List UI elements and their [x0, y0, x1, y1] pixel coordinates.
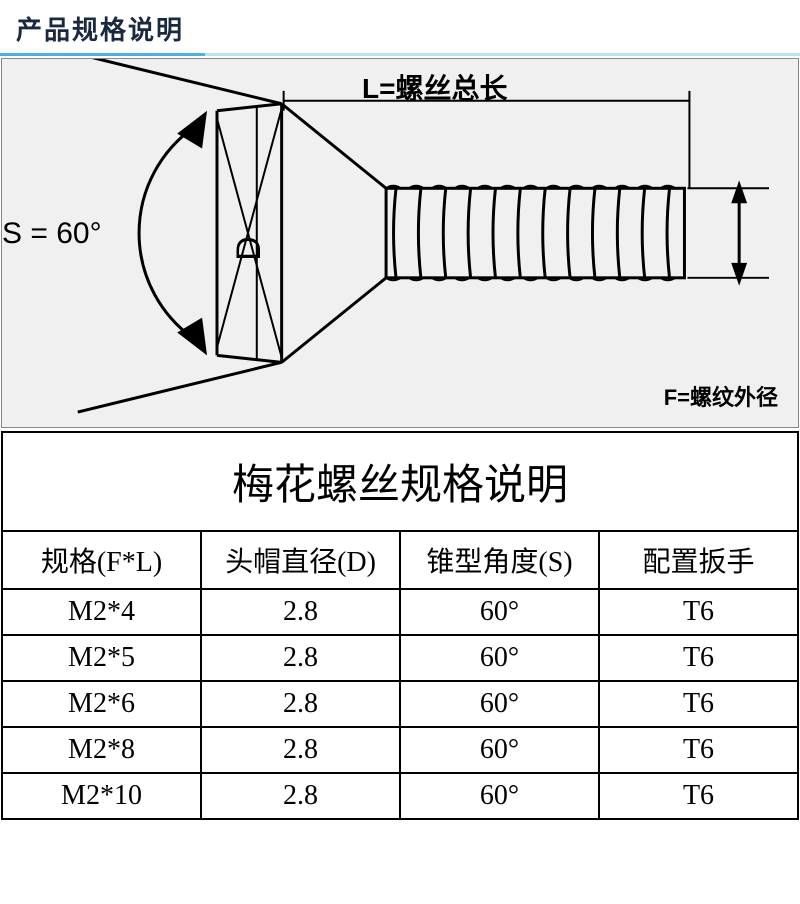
table-row: M2*8 2.8 60° T6 [2, 727, 798, 773]
cell-angle: 60° [400, 635, 599, 681]
label-length-l: L=螺丝总长 [362, 67, 507, 107]
screw-diagram: S = 60° D L=螺丝总长 F=螺纹外径 [1, 58, 799, 428]
cell-diameter: 2.8 [201, 773, 400, 819]
cell-wrench: T6 [599, 727, 798, 773]
cell-wrench: T6 [599, 635, 798, 681]
cell-spec: M2*5 [2, 635, 201, 681]
col-header-diameter: 头帽直径(D) [201, 531, 400, 589]
cell-spec: M2*4 [2, 589, 201, 635]
label-diameter-d: D [230, 236, 269, 261]
cell-angle: 60° [400, 773, 599, 819]
cell-spec: M2*8 [2, 727, 201, 773]
cell-spec: M2*10 [2, 773, 201, 819]
cell-diameter: 2.8 [201, 589, 400, 635]
col-header-wrench: 配置扳手 [599, 531, 798, 589]
table-title: 梅花螺丝规格说明 [2, 432, 798, 531]
cell-diameter: 2.8 [201, 727, 400, 773]
col-header-angle: 锥型角度(S) [400, 531, 599, 589]
cell-angle: 60° [400, 681, 599, 727]
table-row: M2*5 2.8 60° T6 [2, 635, 798, 681]
screw-diagram-svg [2, 59, 798, 427]
cell-diameter: 2.8 [201, 635, 400, 681]
table-row: M2*10 2.8 60° T6 [2, 773, 798, 819]
cell-angle: 60° [400, 727, 599, 773]
cell-angle: 60° [400, 589, 599, 635]
page-title: 产品规格说明 [0, 0, 800, 53]
cell-diameter: 2.8 [201, 681, 400, 727]
table-header-row: 规格(F*L) 头帽直径(D) 锥型角度(S) 配置扳手 [2, 531, 798, 589]
label-thread-f: F=螺纹外径 [664, 380, 778, 412]
title-underline [0, 53, 800, 56]
table-row: M2*6 2.8 60° T6 [2, 681, 798, 727]
cell-wrench: T6 [599, 773, 798, 819]
spec-table: 梅花螺丝规格说明 规格(F*L) 头帽直径(D) 锥型角度(S) 配置扳手 M2… [1, 431, 799, 820]
cell-spec: M2*6 [2, 681, 201, 727]
table-row: M2*4 2.8 60° T6 [2, 589, 798, 635]
col-header-spec: 规格(F*L) [2, 531, 201, 589]
label-angle-s: S = 60° [2, 217, 102, 251]
cell-wrench: T6 [599, 589, 798, 635]
cell-wrench: T6 [599, 681, 798, 727]
